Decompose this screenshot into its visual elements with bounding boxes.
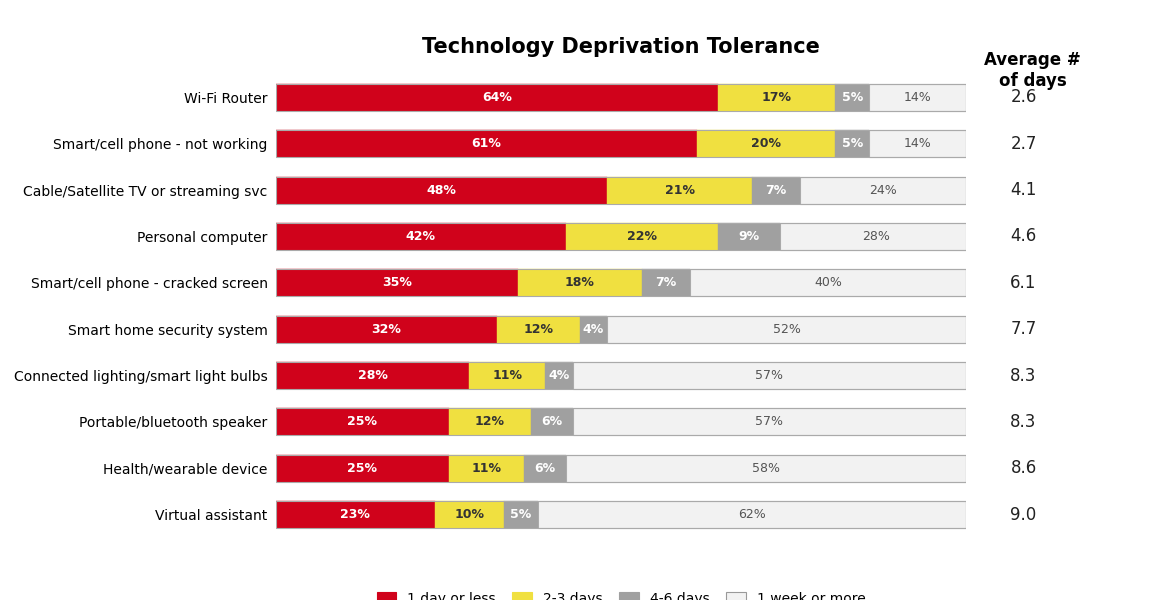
Text: 14%: 14% bbox=[904, 91, 932, 104]
Text: 5%: 5% bbox=[511, 508, 531, 521]
Bar bbox=[690, 269, 966, 296]
Text: 9%: 9% bbox=[738, 230, 759, 243]
Bar bbox=[545, 362, 573, 389]
Bar bbox=[607, 177, 752, 203]
Bar bbox=[718, 84, 835, 111]
Bar bbox=[580, 316, 607, 343]
Text: 6%: 6% bbox=[542, 415, 562, 428]
Bar bbox=[497, 316, 580, 343]
Text: 7.7: 7.7 bbox=[1011, 320, 1036, 338]
Text: 9.0: 9.0 bbox=[1011, 506, 1036, 524]
Bar bbox=[566, 455, 966, 482]
Bar bbox=[435, 501, 504, 528]
Bar bbox=[469, 362, 545, 389]
Text: 17%: 17% bbox=[761, 91, 791, 104]
Text: 40%: 40% bbox=[814, 277, 842, 289]
Text: 25%: 25% bbox=[347, 415, 377, 428]
Text: 8.3: 8.3 bbox=[1011, 367, 1036, 385]
Bar bbox=[607, 316, 966, 343]
Text: 20%: 20% bbox=[751, 137, 781, 151]
Text: 62%: 62% bbox=[738, 508, 766, 521]
Text: 64%: 64% bbox=[482, 91, 512, 104]
Text: 28%: 28% bbox=[358, 369, 388, 382]
Bar bbox=[538, 501, 966, 528]
Bar bbox=[697, 130, 835, 157]
Text: 8.3: 8.3 bbox=[1011, 413, 1036, 431]
Text: 4.1: 4.1 bbox=[1011, 181, 1036, 199]
Text: 57%: 57% bbox=[756, 369, 783, 382]
Text: 6.1: 6.1 bbox=[1011, 274, 1036, 292]
Bar bbox=[276, 362, 469, 389]
Bar bbox=[869, 130, 966, 157]
Text: 25%: 25% bbox=[347, 461, 377, 475]
Text: 14%: 14% bbox=[904, 137, 932, 151]
Bar bbox=[448, 409, 531, 435]
Text: 2.7: 2.7 bbox=[1011, 135, 1036, 153]
Bar bbox=[566, 223, 718, 250]
Bar bbox=[276, 84, 718, 111]
Bar bbox=[800, 177, 966, 203]
Text: 7%: 7% bbox=[656, 277, 676, 289]
Text: 7%: 7% bbox=[766, 184, 787, 197]
Bar bbox=[531, 409, 573, 435]
Legend: 1 day or less, 2-3 days, 4-6 days, 1 week or more: 1 day or less, 2-3 days, 4-6 days, 1 wee… bbox=[376, 592, 866, 600]
Text: 22%: 22% bbox=[627, 230, 657, 243]
Bar bbox=[869, 84, 966, 111]
Bar bbox=[276, 455, 448, 482]
Bar bbox=[642, 269, 690, 296]
Bar bbox=[276, 316, 497, 343]
Bar bbox=[718, 223, 780, 250]
Bar bbox=[276, 269, 518, 296]
Text: 12%: 12% bbox=[523, 323, 553, 335]
Text: 6%: 6% bbox=[535, 461, 555, 475]
Text: 42%: 42% bbox=[406, 230, 436, 243]
Title: Technology Deprivation Tolerance: Technology Deprivation Tolerance bbox=[422, 37, 820, 56]
Text: 28%: 28% bbox=[862, 230, 890, 243]
Text: 24%: 24% bbox=[869, 184, 897, 197]
Bar bbox=[504, 501, 538, 528]
Text: 4%: 4% bbox=[583, 323, 604, 335]
Text: 23%: 23% bbox=[340, 508, 370, 521]
Bar bbox=[573, 409, 966, 435]
Bar bbox=[518, 269, 642, 296]
Bar bbox=[752, 177, 800, 203]
Text: 8.6: 8.6 bbox=[1011, 459, 1036, 477]
Text: Average #
of days: Average # of days bbox=[984, 51, 1081, 90]
Text: 18%: 18% bbox=[565, 277, 595, 289]
Text: 57%: 57% bbox=[756, 415, 783, 428]
Bar bbox=[276, 130, 697, 157]
Bar bbox=[835, 84, 869, 111]
Text: 5%: 5% bbox=[842, 91, 862, 104]
Text: 4%: 4% bbox=[549, 369, 569, 382]
Text: 2.6: 2.6 bbox=[1011, 88, 1036, 106]
Bar bbox=[276, 223, 566, 250]
Text: 5%: 5% bbox=[842, 137, 862, 151]
Text: 61%: 61% bbox=[472, 137, 501, 151]
Text: 48%: 48% bbox=[427, 184, 457, 197]
Bar bbox=[524, 455, 566, 482]
Text: 58%: 58% bbox=[752, 461, 780, 475]
Text: 4.6: 4.6 bbox=[1011, 227, 1036, 245]
Text: 12%: 12% bbox=[475, 415, 505, 428]
Bar bbox=[573, 362, 966, 389]
Text: 10%: 10% bbox=[454, 508, 484, 521]
Text: 52%: 52% bbox=[773, 323, 800, 335]
Text: 11%: 11% bbox=[492, 369, 522, 382]
Bar bbox=[448, 455, 524, 482]
Bar bbox=[276, 501, 435, 528]
Text: 32%: 32% bbox=[371, 323, 401, 335]
Text: 35%: 35% bbox=[382, 277, 412, 289]
Bar bbox=[835, 130, 869, 157]
Bar bbox=[276, 177, 607, 203]
Text: 11%: 11% bbox=[472, 461, 501, 475]
Bar bbox=[276, 409, 448, 435]
Bar bbox=[780, 223, 973, 250]
Text: 21%: 21% bbox=[665, 184, 695, 197]
